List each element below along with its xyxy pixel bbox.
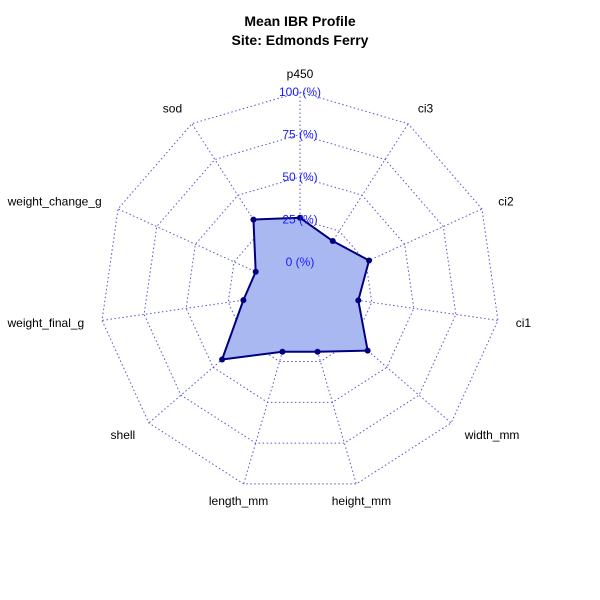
data-polygon	[221, 216, 371, 361]
axis-label-sod: sod	[163, 102, 182, 116]
spoke-weight_change_g	[117, 208, 273, 280]
tick-labels: 0 (%) 25 (%) 50 (%) 75 (%) 100 (%)	[279, 85, 321, 269]
axis-label-weight_final_g: weight_final_g	[6, 316, 84, 330]
axis-label-width_mm: width_mm	[464, 428, 520, 442]
tick-label: 75 (%)	[282, 128, 317, 142]
data-series	[219, 214, 373, 363]
data-point-ci2	[366, 257, 373, 264]
grid-ring-25	[227, 218, 373, 363]
axis-label-shell: shell	[111, 428, 136, 442]
data-point-height_mm	[314, 348, 321, 355]
axis-label-p450: p450	[287, 67, 314, 81]
tick-label: 50 (%)	[282, 170, 317, 184]
chart-title: Mean IBR Profile	[244, 13, 355, 29]
axis-label-height_mm: height_mm	[332, 494, 391, 508]
tick-label: 0 (%)	[286, 255, 315, 269]
tick-label: 25 (%)	[282, 213, 317, 227]
grid-ring-75	[143, 133, 457, 444]
data-point-p450	[297, 214, 303, 221]
data-point-weight_final_g	[240, 297, 247, 304]
data-point-ci3	[329, 238, 336, 245]
axis-label-length_mm: length_mm	[209, 494, 268, 508]
axis-labels: p450 ci3 ci2 ci1 width_mm height_mm length_mm s…	[6, 67, 531, 508]
grid-ring-100	[101, 91, 499, 485]
tick-label: 100 (%)	[279, 85, 321, 99]
grid-ring-50	[185, 176, 415, 403]
data-point-length_mm	[279, 348, 286, 355]
data-point-ci1	[355, 297, 362, 304]
data-point-width_mm	[364, 347, 371, 354]
axis-label-ci3: ci3	[418, 102, 434, 116]
data-point-shell	[219, 356, 226, 363]
data-point-weight_change_g	[252, 268, 259, 275]
axis-label-ci1: ci1	[516, 316, 532, 330]
axis-label-ci2: ci2	[498, 194, 514, 208]
chart-subtitle: Site: Edmonds Ferry	[232, 32, 369, 48]
axis-label-weight_change_g: weight_change_g	[7, 194, 102, 208]
data-point-sod	[250, 216, 257, 223]
